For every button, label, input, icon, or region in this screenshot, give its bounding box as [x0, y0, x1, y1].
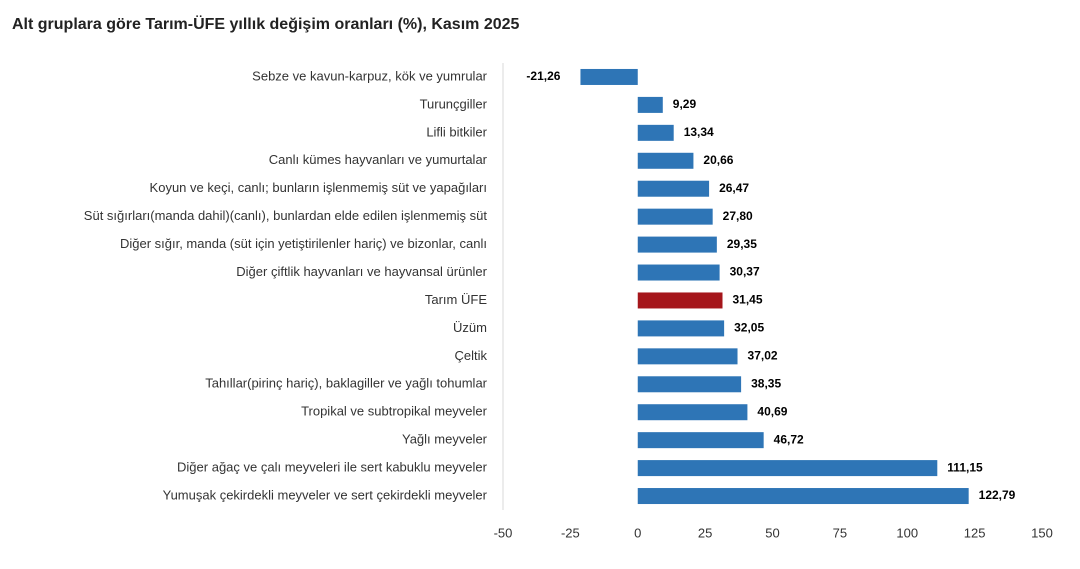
value-label: 9,29	[673, 97, 697, 111]
bar	[637, 376, 742, 393]
chart-title: Alt gruplara göre Tarım-ÜFE yıllık değiş…	[12, 14, 520, 33]
value-label: 20,66	[703, 153, 733, 167]
value-label: 29,35	[727, 237, 757, 251]
value-label: 111,15	[947, 460, 983, 474]
value-label: 122,79	[979, 488, 1016, 502]
value-label: 31,45	[733, 293, 763, 307]
y-tick-label: Sebze ve kavun-karpuz, kök ve yumrular	[252, 68, 487, 83]
value-label: 40,69	[757, 404, 787, 418]
bar	[637, 152, 694, 169]
y-tick-label: Diğer ağaç ve çalı meyveleri ile sert ka…	[177, 460, 488, 475]
x-tick-label: 0	[634, 525, 641, 540]
bar	[637, 96, 663, 113]
y-tick-label: Diğer çiftlik hayvanları ve hayvansal ür…	[236, 264, 487, 279]
x-tick-label: 125	[964, 525, 986, 540]
y-tick-label: Koyun ve keçi, canlı; bunların işlenmemi…	[150, 180, 487, 195]
y-tick-label: Çeltik	[454, 348, 487, 363]
value-label: -21,26	[526, 69, 560, 83]
value-label: 32,05	[734, 321, 764, 335]
x-tick-label: 150	[1031, 525, 1053, 540]
value-label: 30,37	[730, 265, 760, 279]
y-tick-label: Süt sığırları(manda dahil)(canlı), bunla…	[84, 208, 488, 223]
value-label: 26,47	[719, 181, 749, 195]
bar	[637, 124, 674, 141]
bar	[637, 320, 725, 337]
bar	[637, 264, 720, 281]
value-label: 27,80	[723, 209, 753, 223]
value-label: 38,35	[751, 376, 781, 390]
value-label: 37,02	[748, 349, 778, 363]
y-tick-label: Yağlı meyveler	[402, 432, 488, 447]
y-tick-label: Canlı kümes hayvanları ve yumurtalar	[269, 152, 488, 167]
bar	[637, 292, 723, 309]
bar	[580, 68, 638, 85]
y-tick-label: Diğer sığır, manda (süt için yetiştirile…	[120, 236, 487, 251]
bar	[637, 404, 748, 421]
y-tick-label: Tahıllar(pirinç hariç), baklagiller ve y…	[205, 376, 487, 391]
bar	[637, 432, 764, 449]
x-tick-label: 25	[698, 525, 712, 540]
x-tick-label: 100	[896, 525, 918, 540]
bar	[637, 208, 713, 225]
bar	[637, 348, 738, 365]
x-tick-label: -25	[561, 525, 580, 540]
x-tick-label: -50	[494, 525, 513, 540]
y-tick-label: Yumuşak çekirdekli meyveler ve sert çeki…	[163, 487, 488, 502]
y-tick-label: Lifli bitkiler	[426, 124, 487, 139]
x-tick-label: 75	[833, 525, 847, 540]
x-tick-label: 50	[765, 525, 779, 540]
bar	[637, 236, 717, 253]
value-label: 13,34	[684, 125, 714, 139]
bar	[637, 460, 938, 477]
y-tick-label: Turunçgiller	[420, 96, 488, 111]
bar	[637, 488, 969, 505]
bar	[637, 180, 710, 197]
y-tick-label: Tropikal ve subtropikal meyveler	[301, 404, 488, 419]
y-tick-label: Üzüm	[453, 320, 487, 335]
value-label: 46,72	[774, 432, 804, 446]
y-tick-label: Tarım ÜFE	[425, 292, 487, 307]
